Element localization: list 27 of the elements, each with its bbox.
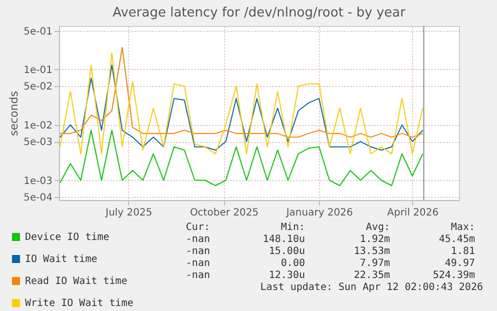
text: -nan 12.30u 22.35m 524.39m — [186, 270, 475, 281]
text: -nan 148.10u 1.92m 45.45m — [186, 234, 475, 245]
text: Last update: Sun Apr 12 02:00:43 2026 — [260, 282, 483, 293]
y-tick-label: 1e-02 — [24, 120, 52, 132]
line-series — [60, 64, 424, 151]
text: -nan 0.00 7.97m 49.97 — [186, 258, 475, 269]
y-tick-label: 5e-02 — [24, 82, 52, 93]
x-tick-label: April 2026 — [387, 208, 439, 218]
y-tick-label: 5e-03 — [24, 137, 52, 148]
legend-label: Device IO time — [25, 232, 110, 243]
legend-label: IO Wait time — [25, 254, 98, 265]
text: Cur: Min: Avg: Max: — [186, 222, 475, 233]
y-tick-label: 1e-03 — [24, 176, 52, 187]
x-tick-label: January 2026 — [285, 208, 353, 218]
y-axis-title: seconds — [8, 90, 21, 136]
chart-title: Average latency for /dev/nlnog/root - by year — [112, 6, 406, 20]
x-tick-label: July 2025 — [104, 208, 152, 218]
legend-label: Read IO Wait time — [25, 276, 128, 287]
x-tick-label: October 2025 — [190, 208, 259, 218]
y-tick-label: 5e-04 — [24, 192, 52, 204]
line-series — [60, 130, 424, 186]
y-tick-label: 1e-01 — [24, 64, 52, 76]
text: -nan 15.00u 13.53m 1.81 — [186, 246, 475, 257]
line-series — [60, 52, 424, 154]
legend-label: Write IO Wait time — [25, 298, 134, 309]
y-tick-label: 5e-01 — [24, 26, 52, 38]
line-series — [60, 46, 424, 138]
